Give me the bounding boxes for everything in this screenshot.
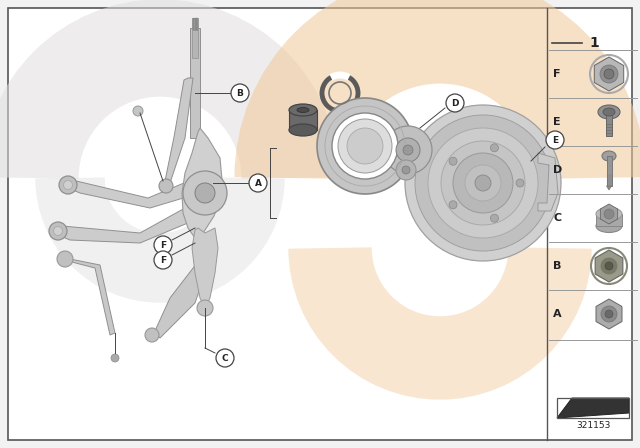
Circle shape (490, 214, 499, 222)
Circle shape (449, 157, 457, 165)
Circle shape (195, 183, 215, 203)
Circle shape (546, 131, 564, 149)
Circle shape (601, 258, 617, 274)
Circle shape (449, 201, 457, 209)
Circle shape (441, 141, 525, 225)
Text: F: F (160, 255, 166, 264)
Bar (607, 156, 611, 186)
Polygon shape (600, 204, 618, 224)
Circle shape (490, 144, 499, 152)
Polygon shape (182, 128, 222, 238)
Circle shape (600, 65, 618, 83)
Polygon shape (165, 78, 193, 183)
Bar (190, 28, 200, 138)
Polygon shape (192, 228, 218, 308)
Bar (606, 112, 612, 136)
Ellipse shape (598, 105, 620, 119)
Bar (193, 18, 197, 30)
Text: C: C (221, 353, 228, 362)
Polygon shape (538, 153, 558, 211)
Circle shape (604, 209, 614, 219)
Circle shape (332, 113, 398, 179)
Circle shape (317, 98, 413, 194)
Circle shape (216, 349, 234, 367)
Circle shape (428, 128, 538, 238)
Polygon shape (595, 57, 624, 91)
Ellipse shape (289, 124, 317, 136)
Ellipse shape (596, 220, 622, 233)
Ellipse shape (297, 108, 309, 112)
Ellipse shape (602, 151, 616, 161)
Polygon shape (595, 250, 623, 282)
Polygon shape (557, 398, 629, 418)
Circle shape (347, 128, 383, 164)
Text: D: D (451, 99, 459, 108)
Circle shape (197, 300, 213, 316)
Circle shape (453, 153, 513, 213)
Text: C: C (553, 213, 561, 223)
Circle shape (111, 354, 119, 362)
Circle shape (604, 69, 614, 79)
Ellipse shape (289, 104, 317, 116)
Bar (596, 214, 622, 226)
Circle shape (605, 310, 613, 318)
Text: A: A (553, 309, 562, 319)
Circle shape (601, 306, 617, 322)
Circle shape (403, 145, 413, 155)
Circle shape (338, 119, 392, 173)
Polygon shape (596, 299, 622, 329)
Bar (557, 398, 629, 418)
Circle shape (154, 236, 172, 254)
Circle shape (183, 171, 227, 215)
Circle shape (57, 251, 73, 267)
Bar (289, 110, 317, 130)
Text: E: E (552, 135, 558, 145)
Ellipse shape (603, 108, 615, 116)
Text: B: B (237, 89, 243, 98)
Text: E: E (553, 117, 561, 127)
Circle shape (384, 126, 432, 174)
Circle shape (145, 328, 159, 342)
Circle shape (446, 94, 464, 112)
Polygon shape (68, 180, 190, 208)
Ellipse shape (596, 207, 622, 220)
Text: D: D (553, 165, 563, 175)
Circle shape (516, 179, 524, 187)
Polygon shape (64, 258, 115, 335)
Circle shape (133, 106, 143, 116)
Circle shape (59, 176, 77, 194)
Circle shape (465, 165, 501, 201)
Text: B: B (553, 261, 561, 271)
Circle shape (415, 115, 551, 251)
Text: 321153: 321153 (576, 421, 610, 430)
Circle shape (54, 227, 63, 236)
Polygon shape (154, 260, 208, 338)
Circle shape (405, 105, 561, 261)
Circle shape (231, 84, 249, 102)
Circle shape (63, 181, 72, 190)
Circle shape (249, 174, 267, 192)
Polygon shape (607, 186, 611, 190)
Circle shape (49, 222, 67, 240)
Circle shape (605, 262, 613, 270)
Text: A: A (255, 178, 262, 188)
Polygon shape (58, 208, 195, 243)
Circle shape (396, 160, 416, 180)
Bar (192, 18, 198, 58)
Circle shape (154, 251, 172, 269)
Circle shape (475, 175, 491, 191)
Text: F: F (553, 69, 561, 79)
Text: 1: 1 (589, 36, 599, 50)
Circle shape (396, 138, 420, 162)
Circle shape (402, 166, 410, 174)
Circle shape (159, 179, 173, 193)
Text: F: F (160, 241, 166, 250)
